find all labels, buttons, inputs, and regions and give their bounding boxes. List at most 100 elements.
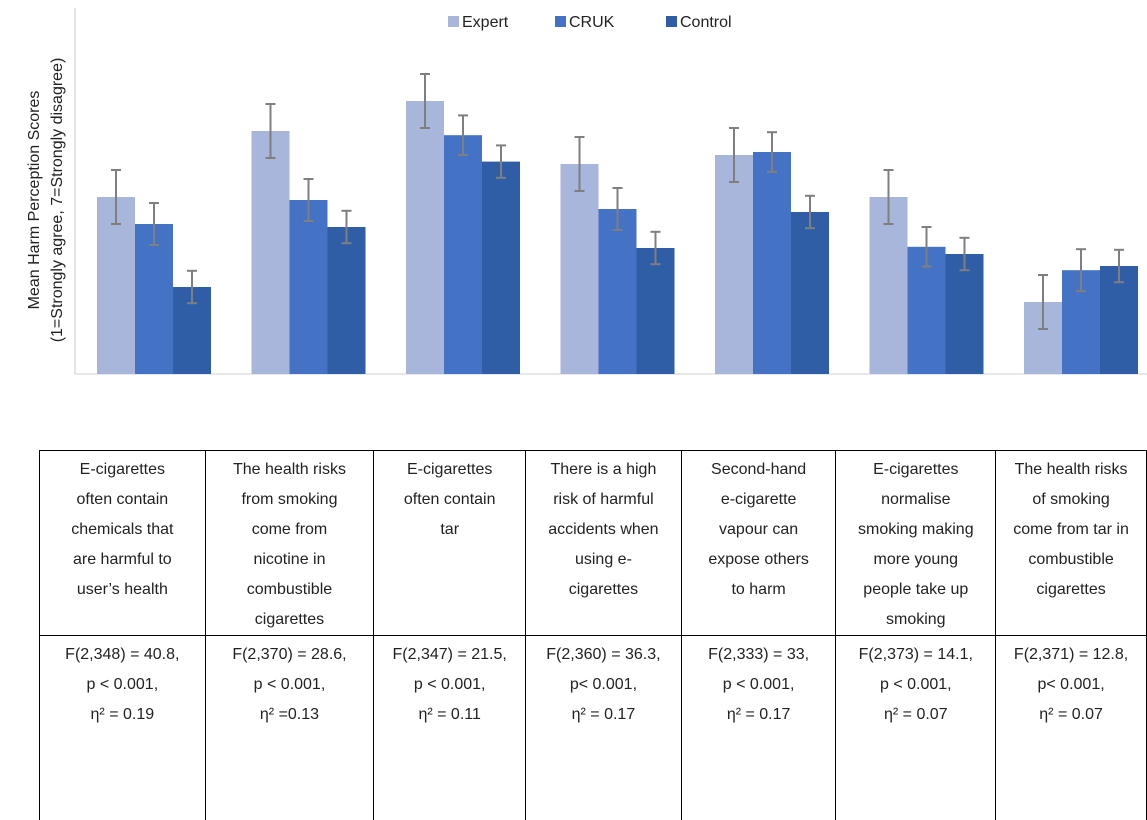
bar-chart: Mean Harm Perception Scores (1=Strongly … — [0, 0, 1147, 440]
category-label-line: cigarettes — [1000, 575, 1142, 605]
y-axis-label-line-1: Mean Harm Perception Scores — [26, 91, 43, 310]
category-label-line: combustible — [210, 575, 370, 605]
statistics-line: F(2,348) = 40.8, — [44, 640, 201, 670]
category-label-line: of smoking — [1000, 485, 1142, 515]
bar-control — [328, 227, 366, 374]
bar-cruk — [599, 209, 637, 374]
category-label-line: The health risks — [210, 455, 370, 485]
bar-expert — [406, 101, 444, 374]
category-label-line: E-cigarettes — [378, 455, 521, 485]
statistics-line: η² = 0.11 — [378, 700, 521, 730]
legend-swatch — [448, 16, 459, 27]
legend-swatch — [666, 16, 677, 27]
bar-cruk — [444, 135, 482, 374]
category-label-line: from smoking — [210, 485, 370, 515]
statistics-line: F(2,333) = 33, — [686, 640, 832, 670]
statistics-line: p < 0.001, — [840, 670, 991, 700]
statistics-line: η² = 0.17 — [530, 700, 677, 730]
category-label-line: nicotine in — [210, 545, 370, 575]
category-label-line: user’s health — [44, 575, 201, 605]
category-label-line: e-cigarette — [686, 485, 832, 515]
statistics-cell: F(2,347) = 21.5,p < 0.001,η² = 0.11 — [374, 636, 526, 820]
category-group — [97, 170, 211, 374]
bar-cruk — [290, 200, 328, 374]
statistics-line: F(2,371) = 12.8, — [1000, 640, 1142, 670]
category-label-line: expose others — [686, 545, 832, 575]
category-label-line: There is a high — [530, 455, 677, 485]
legend-label: CRUK — [569, 14, 615, 31]
category-label-line: chemicals that — [44, 515, 201, 545]
category-label-line: E-cigarettes — [44, 455, 201, 485]
statistics-line: η² = 0.07 — [840, 700, 991, 730]
statistics-cell: F(2,333) = 33,p < 0.001,η² = 0.17 — [681, 636, 836, 820]
legend: Expert CRUK Control — [448, 14, 732, 31]
statistics-line: η² = 0.17 — [686, 700, 832, 730]
statistics-line: F(2,373) = 14.1, — [840, 640, 991, 670]
statistics-cell: F(2,371) = 12.8,p< 0.001,η² = 0.07 — [996, 636, 1147, 820]
legend-item-cruk: CRUK — [555, 14, 615, 31]
bar-cruk — [135, 224, 173, 374]
legend-item-expert: Expert — [448, 14, 509, 31]
category-label-line: Second-hand — [686, 455, 832, 485]
category-label-line: smoking — [840, 605, 991, 635]
statistics-cell: F(2,360) = 36.3,p< 0.001,η² = 0.17 — [526, 636, 682, 820]
category-label-line: risk of harmful — [530, 485, 677, 515]
category-label-line: are harmful to — [44, 545, 201, 575]
legend-item-control: Control — [666, 14, 732, 31]
statistics-line: η² = 0.07 — [1000, 700, 1142, 730]
legend-label: Control — [680, 14, 732, 31]
category-label-line: The health risks — [1000, 455, 1142, 485]
category-label-line: come from — [210, 515, 370, 545]
statistics-cell: F(2,373) = 14.1,p < 0.001,η² = 0.07 — [836, 636, 996, 820]
category-group — [715, 128, 829, 374]
category-label-line: normalise — [840, 485, 991, 515]
statistics-line: p < 0.001, — [210, 670, 370, 700]
category-label-line: smoking making — [840, 515, 991, 545]
statistics-line: p< 0.001, — [530, 670, 677, 700]
category-label-line: using e- — [530, 545, 677, 575]
bar-control — [946, 254, 984, 374]
category-label-line: often contain — [44, 485, 201, 515]
statistics-line: η² = 0.19 — [44, 700, 201, 730]
legend-swatch — [555, 16, 566, 27]
y-axis-label-line-2: (1=Strongly agree, 7=Strongly disagree) — [49, 58, 66, 343]
statistics-cell: F(2,348) = 40.8,p < 0.001,η² = 0.19 — [40, 636, 206, 820]
statistics-line: F(2,360) = 36.3, — [530, 640, 677, 670]
category-label-line: to harm — [686, 575, 832, 605]
statistics-line: p< 0.001, — [1000, 670, 1142, 700]
category-group — [561, 137, 675, 374]
category-label-line: often contain — [378, 485, 521, 515]
category-label-line: tar — [378, 515, 521, 545]
category-label-line: cigarettes — [210, 605, 370, 635]
statistics-line: p < 0.001, — [44, 670, 201, 700]
category-group — [252, 104, 366, 374]
legend-label: Expert — [462, 14, 509, 31]
bar-control — [482, 162, 520, 374]
category-label-line: vapour can — [686, 515, 832, 545]
statistics-line: F(2,347) = 21.5, — [378, 640, 521, 670]
category-label-line: accidents when — [530, 515, 677, 545]
category-group — [870, 170, 984, 374]
statistics-line: p < 0.001, — [686, 670, 832, 700]
category-label-line: come from tar in — [1000, 515, 1142, 545]
category-label-line: cigarettes — [530, 575, 677, 605]
statistics-line: F(2,370) = 28.6, — [210, 640, 370, 670]
bar-expert — [561, 164, 599, 374]
bar-control — [791, 212, 829, 374]
bar-expert — [252, 131, 290, 374]
bar-cruk — [753, 152, 791, 374]
bars-group — [97, 74, 1138, 374]
category-group — [406, 74, 520, 374]
statistics-line: p < 0.001, — [378, 670, 521, 700]
category-label-line: people take up — [840, 575, 991, 605]
